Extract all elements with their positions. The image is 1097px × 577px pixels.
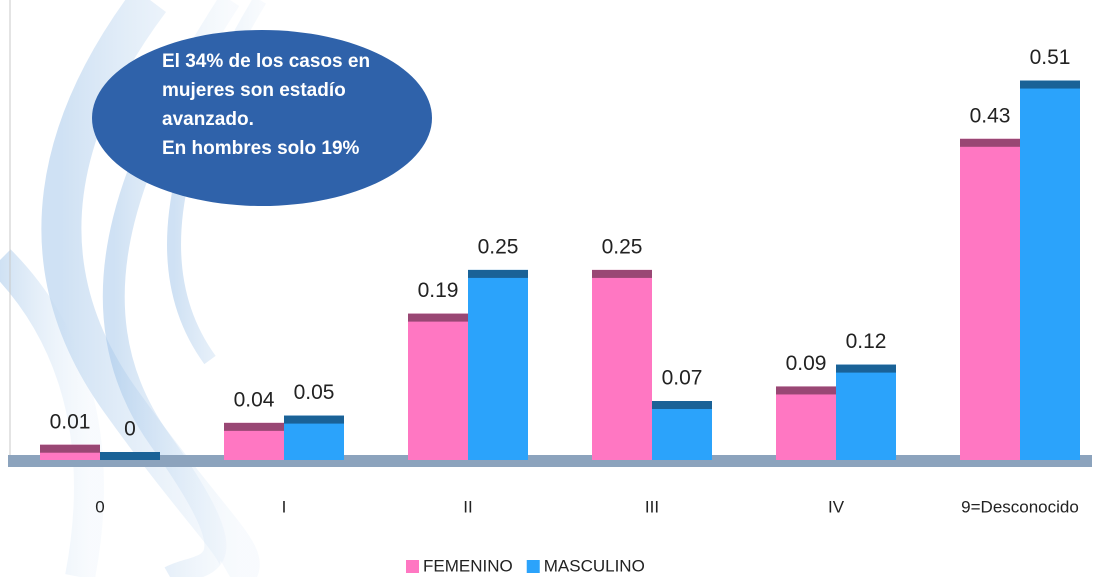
- bar: [652, 401, 712, 460]
- x-tick-label: III: [645, 497, 659, 516]
- bar-cap: [836, 365, 896, 373]
- x-tick-label: II: [463, 497, 472, 516]
- bar-cap: [1020, 81, 1080, 89]
- bar-cap: [652, 401, 712, 409]
- annotation-text: avanzado.: [162, 109, 254, 130]
- bar-cap: [776, 386, 836, 394]
- data-label: 0: [124, 418, 136, 441]
- data-label: 0.25: [478, 235, 519, 258]
- bar-cap: [40, 445, 100, 453]
- bar: [1020, 81, 1080, 460]
- bar: [960, 139, 1020, 460]
- data-label: 0.05: [294, 381, 335, 404]
- bar: [836, 365, 896, 460]
- annotation-text: El 34% de los casos en: [162, 51, 370, 72]
- legend-swatch: [406, 560, 419, 573]
- x-tick-label: I: [282, 497, 287, 516]
- data-label: 0.01: [50, 410, 91, 433]
- bar-cap: [960, 139, 1020, 147]
- bar: [408, 314, 468, 460]
- x-tick-label: 9=Desconocido: [961, 497, 1079, 516]
- annotation-text: mujeres son estadío: [162, 80, 346, 101]
- floor: [8, 455, 1092, 467]
- data-label: 0.12: [846, 330, 887, 353]
- legend-label: FEMENINO: [423, 556, 513, 575]
- bar-cap: [408, 314, 468, 322]
- data-label: 0.51: [1030, 46, 1071, 69]
- bar: [468, 270, 528, 460]
- data-label: 0.19: [418, 279, 459, 302]
- data-label: 0.07: [662, 367, 703, 390]
- annotation-text: En hombres solo 19%: [162, 138, 360, 159]
- x-tick-label: 0: [95, 497, 104, 516]
- bar-cap: [284, 416, 344, 424]
- bar-cap: [224, 423, 284, 431]
- data-label: 0.43: [970, 104, 1011, 127]
- data-label: 0.25: [602, 235, 643, 258]
- bar-cap: [468, 270, 528, 278]
- x-tick-label: IV: [828, 497, 845, 516]
- legend-label: MASCULINO: [544, 556, 645, 575]
- bar: [592, 270, 652, 460]
- data-label: 0.04: [234, 388, 275, 411]
- bar-cap: [592, 270, 652, 278]
- bar-cap: [100, 452, 160, 460]
- data-label: 0.09: [786, 352, 827, 375]
- bar: [776, 386, 836, 460]
- legend-swatch: [527, 560, 540, 573]
- chart: El 34% de los casos en mujeres son estadí…: [0, 0, 1097, 577]
